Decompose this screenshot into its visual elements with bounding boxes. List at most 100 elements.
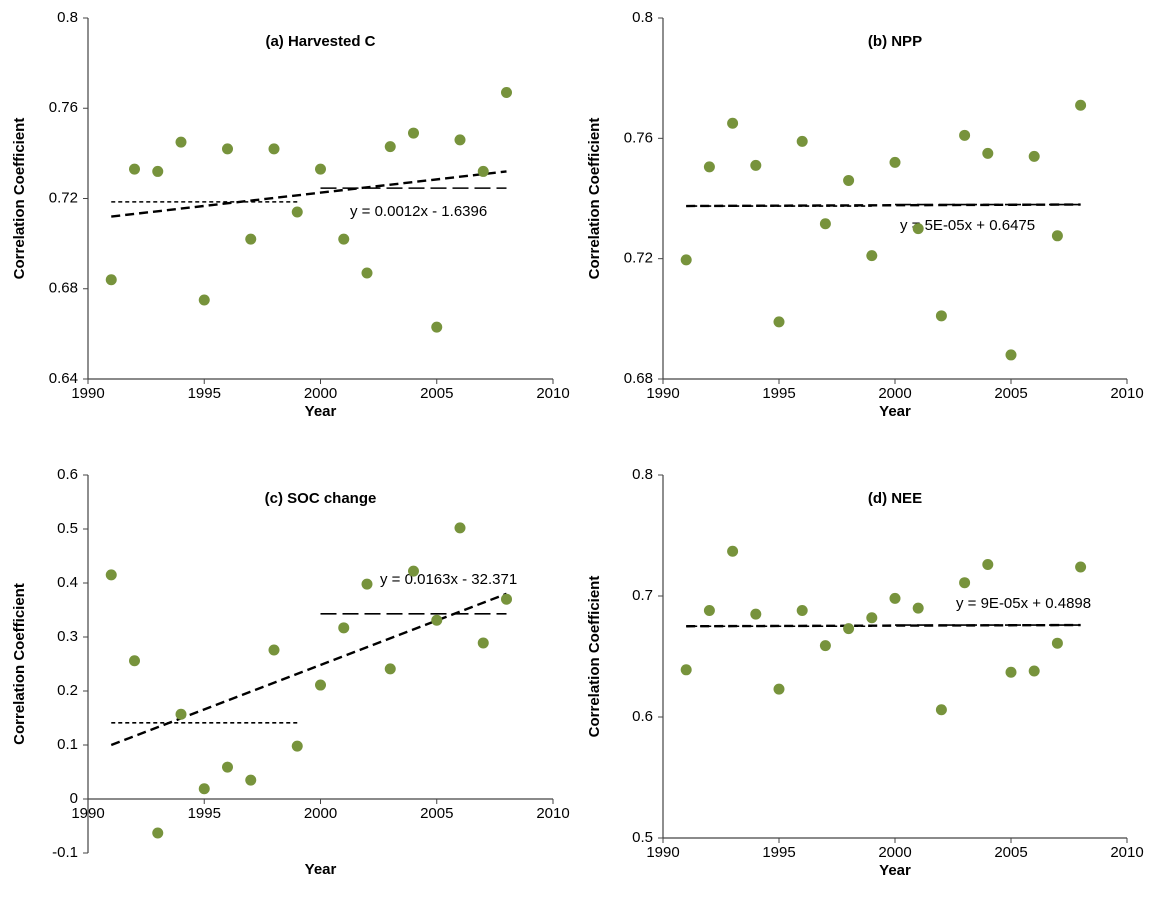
y-axis-label: Correlation Coefficient — [11, 118, 28, 280]
x-axis-label: Year — [879, 403, 911, 420]
data-point — [477, 165, 489, 177]
data-point — [1005, 666, 1017, 678]
y-axis-label: Correlation Coefficient — [586, 576, 603, 738]
data-point — [843, 623, 855, 635]
data-point — [866, 612, 878, 624]
data-point — [889, 592, 901, 604]
trend-line — [111, 170, 507, 218]
trend-equation: y = 9E-05x + 0.4898 — [956, 595, 1091, 612]
data-point — [245, 774, 257, 786]
data-point — [105, 274, 117, 286]
trend-line — [686, 203, 1081, 208]
data-point — [866, 250, 878, 262]
x-tick-label: 1995 — [188, 385, 221, 402]
x-axis-label: Year — [305, 403, 337, 420]
data-point — [454, 134, 466, 146]
x-tick-label: 2000 — [878, 844, 911, 861]
data-point — [175, 708, 187, 720]
data-point — [245, 233, 257, 245]
data-point — [750, 159, 762, 171]
data-point — [105, 569, 117, 581]
y-tick-label: 0.7 — [632, 587, 653, 604]
data-point — [727, 545, 739, 557]
y-axis-label: Correlation Coefficient — [11, 583, 28, 745]
y-tick-label: 0.5 — [632, 829, 653, 846]
data-point — [982, 147, 994, 159]
data-point — [291, 740, 303, 752]
y-tick-label: 0.8 — [632, 9, 653, 26]
data-point — [198, 294, 210, 306]
data-point — [680, 254, 692, 266]
data-point — [315, 163, 326, 175]
data-point — [727, 117, 739, 129]
panel-title: (a) Harvested C — [265, 33, 375, 50]
data-point — [935, 310, 947, 322]
x-tick-label: 2005 — [994, 844, 1027, 861]
y-tick-label: 0.2 — [57, 682, 78, 699]
data-point — [1005, 349, 1017, 361]
data-point — [773, 683, 785, 695]
data-point — [198, 783, 210, 795]
data-point — [1075, 99, 1087, 111]
data-point — [361, 578, 373, 590]
y-tick-label: 0.76 — [624, 129, 653, 146]
data-point — [982, 559, 994, 571]
panel-title: (b) NPP — [868, 33, 922, 50]
data-point — [315, 679, 326, 691]
data-point — [291, 206, 303, 218]
trend-equation: y = 0.0012x - 1.6396 — [350, 203, 487, 220]
x-tick-label: 2000 — [304, 385, 337, 402]
x-tick-label: 2010 — [536, 805, 569, 822]
data-point — [1051, 637, 1063, 649]
data-point — [152, 165, 164, 177]
x-tick-label: 2000 — [304, 805, 337, 822]
y-tick-label: -0.1 — [52, 844, 78, 861]
x-axis-label: Year — [305, 861, 337, 878]
x-tick-label: 2005 — [420, 805, 453, 822]
data-point — [129, 655, 140, 667]
x-tick-label: 2010 — [1110, 844, 1143, 861]
y-tick-label: 0.72 — [49, 189, 78, 206]
trend-line — [110, 592, 507, 747]
x-tick-label: 1995 — [762, 385, 795, 402]
data-point — [408, 127, 419, 139]
data-point — [1028, 150, 1040, 162]
data-point — [431, 614, 443, 626]
data-point — [750, 608, 762, 620]
x-tick-label: 2005 — [994, 385, 1027, 402]
data-point — [819, 218, 831, 230]
x-tick-label: 1995 — [188, 805, 221, 822]
data-point — [384, 663, 396, 675]
data-point — [703, 161, 715, 173]
y-tick-label: 0.68 — [624, 370, 653, 387]
data-point — [796, 135, 808, 147]
x-tick-label: 2010 — [536, 385, 569, 402]
data-point — [338, 233, 350, 245]
x-axis-label: Year — [879, 862, 911, 879]
data-point — [703, 605, 715, 617]
trend-line — [686, 623, 1081, 628]
data-point — [152, 827, 164, 839]
y-tick-label: 0.6 — [632, 708, 653, 725]
x-tick-label: 1990 — [71, 805, 104, 822]
y-axis-label: Correlation Coefficient — [586, 118, 603, 280]
y-tick-label: 0.64 — [49, 370, 78, 387]
data-point — [773, 316, 785, 328]
x-tick-label: 2000 — [878, 385, 911, 402]
data-point — [129, 163, 140, 175]
trend-equation: y = 5E-05x + 0.6475 — [900, 217, 1035, 234]
x-tick-label: 1995 — [762, 844, 795, 861]
data-point — [680, 664, 692, 676]
y-tick-label: 0.4 — [57, 574, 78, 591]
data-point — [268, 143, 280, 155]
panel-title: (c) SOC change — [265, 490, 377, 507]
data-point — [1075, 561, 1087, 573]
data-point — [935, 704, 947, 716]
y-tick-label: 0.8 — [57, 9, 78, 26]
data-point — [1028, 665, 1040, 677]
data-point — [912, 223, 924, 235]
data-point — [819, 640, 831, 652]
data-point — [408, 565, 419, 577]
data-point — [959, 577, 971, 589]
